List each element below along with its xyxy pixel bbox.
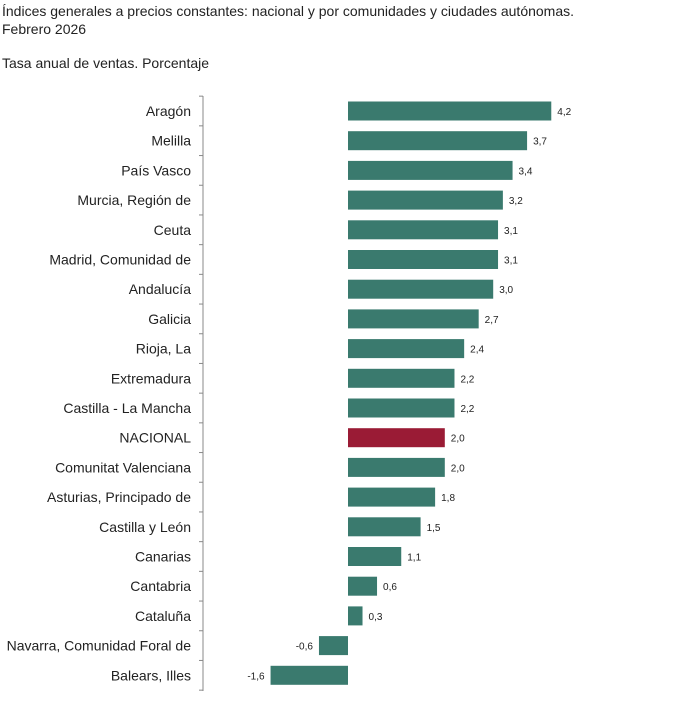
category-label: Balears, Illes (111, 667, 191, 683)
data-label: 0,3 (369, 612, 383, 623)
chart-subtitle: Tasa anual de ventas. Porcentaje (2, 55, 210, 71)
category-label: Asturias, Principado de (47, 489, 191, 505)
bar (348, 487, 436, 507)
category-label: Canarias (135, 549, 191, 565)
bar (348, 368, 455, 388)
data-label: 2,2 (460, 404, 474, 415)
chart-title-line-2: Febrero 2026 (2, 21, 87, 37)
bar (348, 398, 455, 418)
data-label: 0,6 (383, 582, 397, 593)
category-label: NACIONAL (119, 430, 191, 446)
category-label: Galicia (148, 311, 191, 327)
category-label: Castilla y León (99, 519, 191, 535)
category-label: Castilla - La Mancha (63, 400, 191, 416)
category-label: Madrid, Comunidad de (49, 252, 191, 268)
data-label: 3,0 (499, 285, 513, 296)
category-label: País Vasco (121, 162, 191, 178)
category-label: Rioja, La (136, 341, 191, 357)
bar (348, 309, 479, 329)
data-label: 3,1 (504, 256, 518, 267)
data-label: -0,6 (296, 642, 314, 653)
bar (348, 250, 499, 269)
data-label: 2,0 (451, 434, 465, 445)
bar (348, 220, 499, 240)
data-label: 1,1 (407, 553, 421, 564)
bar (348, 190, 503, 210)
category-label: Aragón (146, 103, 191, 119)
category-label: Comunitat Valenciana (55, 459, 191, 475)
category-label: Cantabria (130, 578, 191, 594)
data-label: 2,4 (470, 345, 484, 356)
bar (348, 547, 402, 566)
data-label: -1,6 (247, 671, 265, 682)
data-label: 3,2 (509, 196, 523, 207)
category-label: Extremadura (111, 370, 191, 386)
bar (270, 665, 348, 685)
bar (348, 576, 378, 596)
bar (348, 160, 513, 180)
category-label: Melilla (151, 133, 191, 149)
data-label: 4,2 (557, 107, 571, 118)
bar-highlight (348, 428, 445, 448)
chart-title: Índices generales a precios constantes: … (2, 2, 574, 38)
category-label: Murcia, Región de (77, 192, 191, 208)
category-label: Navarra, Comunidad Foral de (7, 638, 192, 654)
data-label: 3,7 (533, 137, 547, 148)
data-label: 2,2 (460, 374, 474, 385)
bar (348, 101, 552, 121)
data-label: 3,4 (519, 166, 533, 177)
chart-title-line-1: Índices generales a precios constantes: … (2, 3, 575, 19)
data-label: 2,7 (485, 315, 499, 326)
bar (348, 339, 465, 359)
data-label: 1,5 (427, 523, 441, 534)
bar (348, 457, 445, 477)
bar (348, 279, 494, 299)
bar (348, 517, 421, 537)
category-label: Cataluña (135, 608, 191, 624)
data-label: 3,1 (504, 226, 518, 237)
category-label: Andalucía (129, 281, 191, 297)
category-label: Ceuta (154, 222, 192, 238)
data-label: 1,8 (441, 493, 455, 504)
bar (318, 636, 348, 656)
bar (348, 131, 528, 151)
data-label: 2,0 (451, 463, 465, 474)
bar (348, 606, 363, 626)
